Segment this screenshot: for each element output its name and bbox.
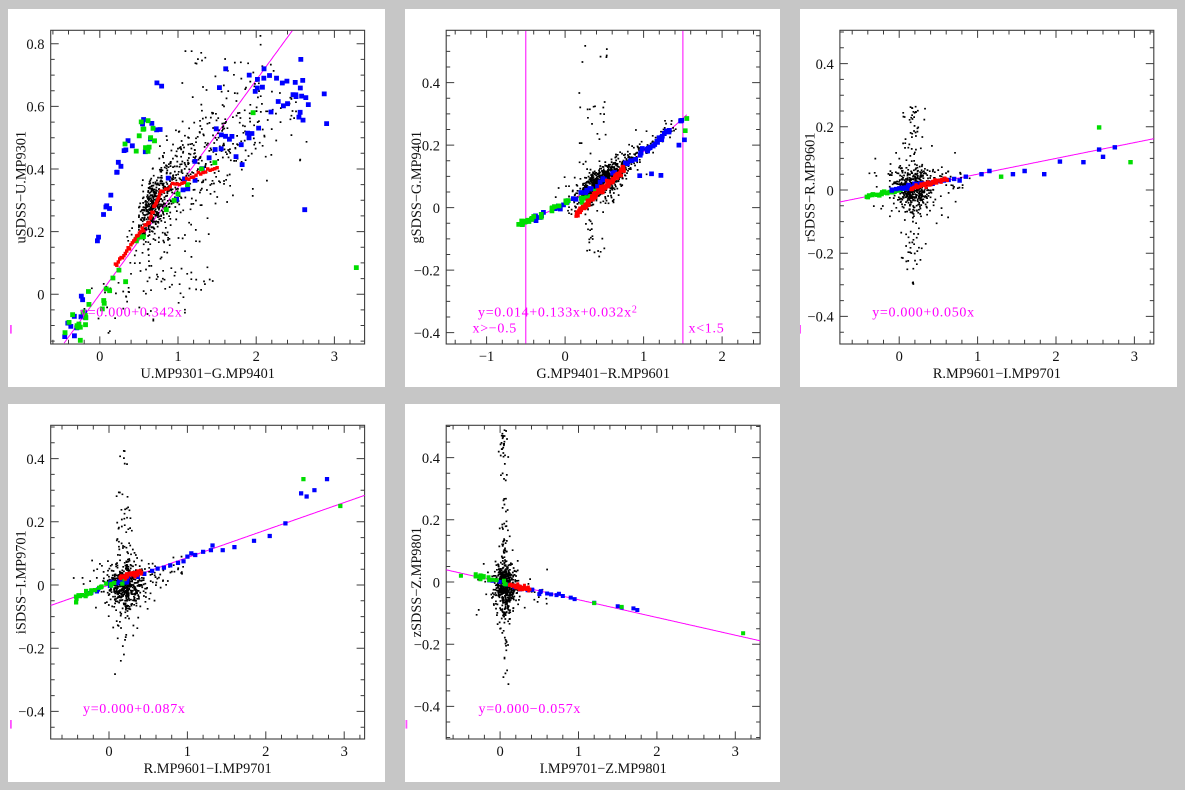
svg-text:0: 0 [432, 575, 439, 591]
svg-text:−0.2: −0.2 [413, 638, 439, 654]
svg-text:uSDSS−U.MP9301: uSDSS−U.MP9301 [14, 131, 30, 244]
svg-text:3: 3 [731, 744, 738, 760]
svg-text:R.MP9601−I.MP9701: R.MP9601−I.MP9701 [144, 761, 272, 777]
svg-text:1: 1 [639, 349, 646, 365]
svg-text:2: 2 [262, 744, 269, 760]
svg-text:y=0.000+0.342x: y=0.000+0.342x [80, 306, 183, 321]
svg-text:iSDSS−I.MP9701: iSDSS−I.MP9701 [14, 530, 30, 634]
svg-text:0: 0 [37, 578, 44, 594]
svg-text:−0.4: −0.4 [413, 326, 440, 342]
svg-text:0.2: 0.2 [815, 120, 833, 136]
svg-text:−0.2: −0.2 [807, 247, 833, 263]
svg-text:0: 0 [496, 744, 503, 760]
svg-text:1: 1 [974, 349, 981, 365]
svg-text:x<1.5: x<1.5 [688, 322, 724, 337]
svg-text:y=0.000+0.087x: y=0.000+0.087x [83, 702, 186, 717]
svg-text:0: 0 [561, 349, 568, 365]
svg-text:−0.4: −0.4 [18, 705, 45, 721]
svg-text:y=0.000−0.057x: y=0.000−0.057x [478, 702, 581, 717]
svg-text:1: 1 [174, 349, 181, 365]
svg-text:R.MP9601−I.MP9701: R.MP9601−I.MP9701 [933, 366, 1061, 382]
svg-text:3: 3 [1131, 349, 1138, 365]
svg-text:U.MP9301−G.MP9401: U.MP9301−G.MP9401 [141, 366, 275, 382]
svg-text:0.2: 0.2 [26, 225, 44, 241]
svg-text:I.MP9701−Z.MP9801: I.MP9701−Z.MP9801 [539, 761, 666, 777]
svg-text:0.4: 0.4 [421, 76, 440, 92]
svg-text:2: 2 [253, 349, 260, 365]
svg-text:0: 0 [37, 288, 44, 304]
svg-text:G.MP9401−R.MP9601: G.MP9401−R.MP9601 [536, 366, 670, 382]
svg-text:−0.2: −0.2 [18, 642, 44, 658]
svg-text:0.4: 0.4 [421, 451, 440, 467]
svg-text:y=0.000+0.050x: y=0.000+0.050x [872, 306, 975, 321]
svg-text:gSDSS−G.MP9401: gSDSS−G.MP9401 [409, 131, 425, 244]
svg-text:0: 0 [96, 349, 103, 365]
svg-text:0.2: 0.2 [421, 138, 439, 154]
svg-text:2: 2 [718, 349, 725, 365]
svg-text:−1: −1 [478, 349, 493, 365]
svg-text:0: 0 [105, 744, 112, 760]
svg-text:1: 1 [574, 744, 581, 760]
svg-text:rSDSS−R.MP9601: rSDSS−R.MP9601 [802, 133, 818, 242]
svg-text:0.6: 0.6 [26, 100, 44, 116]
svg-text:3: 3 [341, 744, 348, 760]
svg-text:0: 0 [432, 201, 439, 217]
svg-text:2: 2 [1052, 349, 1059, 365]
svg-text:0.2: 0.2 [421, 513, 439, 529]
svg-text:0.4: 0.4 [26, 162, 45, 178]
svg-text:y=0.014+0.133x+0.032x2: y=0.014+0.133x+0.032x2 [478, 305, 638, 321]
svg-text:−0.4: −0.4 [807, 310, 834, 326]
svg-text:3: 3 [331, 349, 338, 365]
svg-text:0.2: 0.2 [26, 515, 44, 531]
svg-text:−0.4: −0.4 [413, 700, 440, 716]
svg-text:zSDSS−Z.MP9801: zSDSS−Z.MP9801 [409, 527, 425, 637]
svg-text:0: 0 [895, 349, 902, 365]
svg-text:1: 1 [184, 744, 191, 760]
svg-text:0: 0 [826, 183, 833, 199]
svg-text:x>−0.5: x>−0.5 [472, 322, 517, 337]
svg-text:0.8: 0.8 [26, 37, 44, 53]
svg-text:−0.2: −0.2 [413, 263, 439, 279]
svg-text:0.4: 0.4 [26, 452, 45, 468]
svg-text:0.4: 0.4 [815, 57, 834, 73]
svg-text:2: 2 [653, 744, 660, 760]
